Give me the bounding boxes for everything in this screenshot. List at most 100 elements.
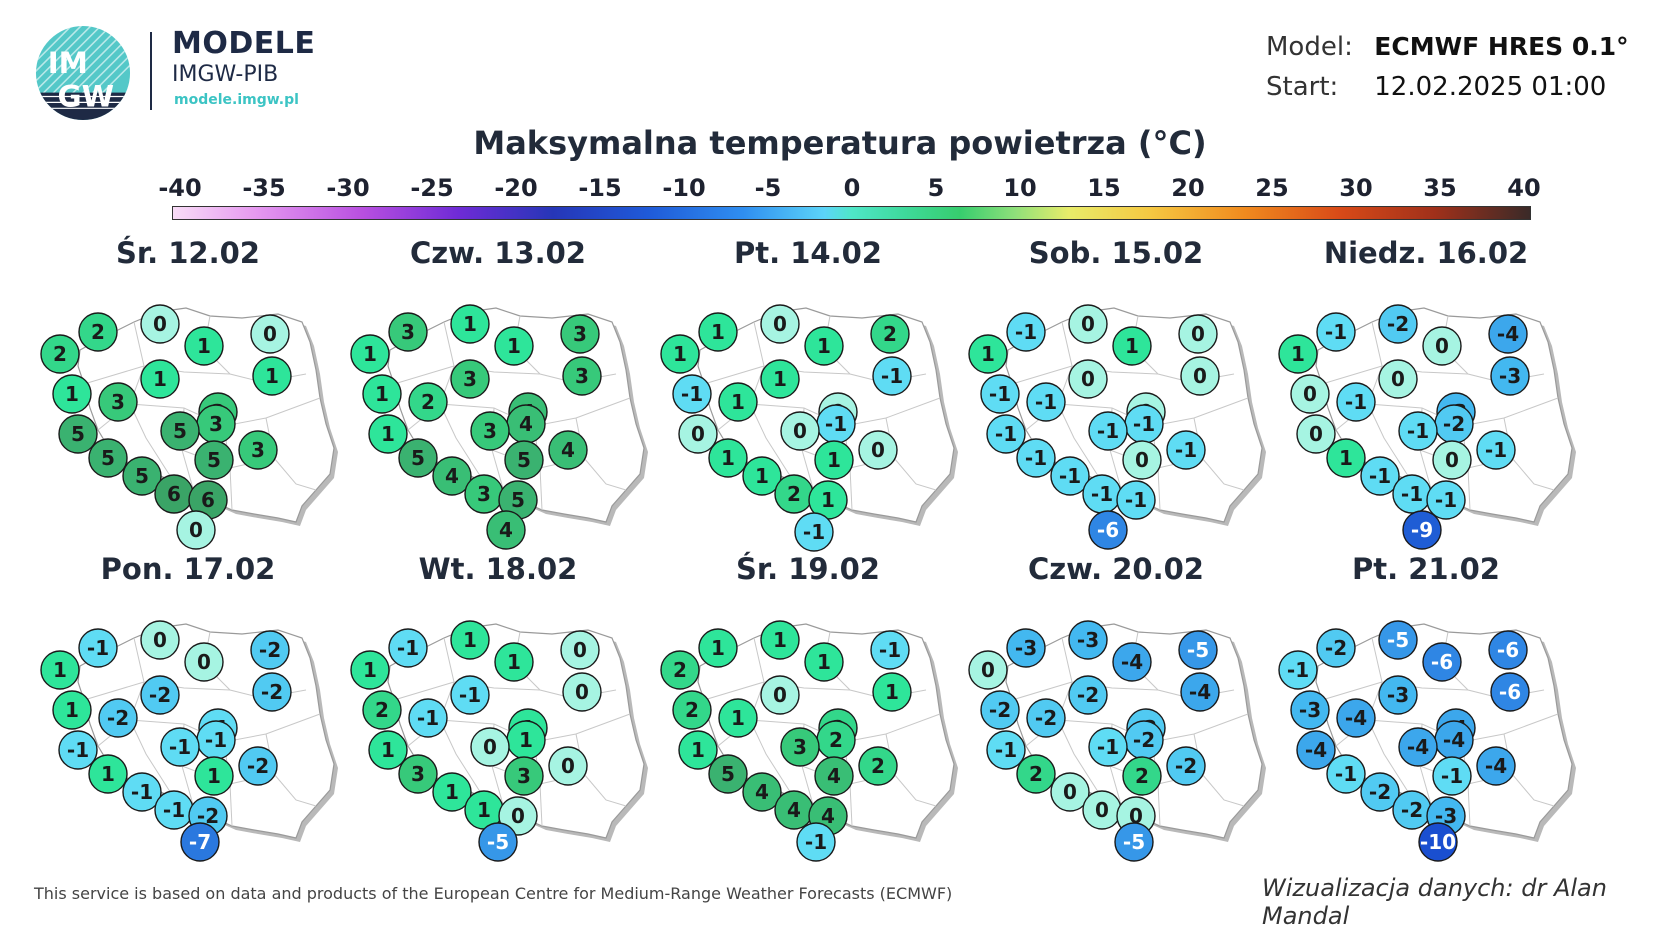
temperature-circle	[368, 414, 408, 454]
temperature-circle	[88, 438, 128, 478]
temperature-value: 0	[773, 312, 787, 336]
temperature-circle	[1068, 304, 1108, 344]
temperature-value: 2	[685, 698, 699, 722]
temperature-marker: -5	[1178, 630, 1218, 670]
temperature-marker: -3	[1006, 628, 1046, 668]
temperature-marker: 1	[368, 414, 408, 454]
temperature-circle	[1398, 411, 1438, 451]
temperature-value: -1	[995, 738, 1017, 762]
temperature-marker: 0	[548, 746, 588, 786]
region-border	[393, 681, 455, 701]
temperature-circle	[1180, 672, 1220, 712]
temperature-value: -2	[1175, 754, 1197, 778]
temperature-circle	[1050, 772, 1090, 812]
temperature-value: 0	[189, 518, 203, 542]
temperature-marker: 1	[742, 456, 782, 496]
temperature-value: 3	[411, 762, 425, 786]
temperature-marker: 2	[672, 690, 712, 730]
temperature-circle	[98, 382, 138, 422]
temperature-marker: 1	[252, 356, 292, 396]
temperature-value: 1	[1339, 446, 1353, 470]
temperature-value: 2	[421, 390, 435, 414]
temperature-value: 1	[691, 738, 705, 762]
temperature-marker: 0	[1378, 359, 1418, 399]
temperature-value: -2	[1443, 412, 1465, 436]
temperature-value: -2	[1401, 798, 1423, 822]
temperature-value: -5	[1123, 830, 1145, 854]
temperature-circle	[478, 822, 518, 862]
temperature-marker: 0	[1068, 304, 1108, 344]
temperature-circle	[1112, 642, 1152, 682]
temperature-marker: 0	[470, 727, 510, 767]
temperature-value: -9	[1411, 518, 1433, 542]
temperature-circle	[980, 374, 1020, 414]
temperature-value: 1	[207, 764, 221, 788]
temperature-circle	[1116, 480, 1156, 520]
day-label: Pon. 17.02	[100, 552, 276, 586]
temperature-value: 4	[519, 412, 533, 436]
scale-label: -35	[242, 174, 286, 202]
temperature-circle	[470, 727, 510, 767]
temperature-circle	[1122, 440, 1162, 480]
temperature-marker: 0	[858, 430, 898, 470]
temperature-marker: -1	[1116, 480, 1156, 520]
temperature-value: 5	[721, 762, 735, 786]
temperature-marker: -9	[1402, 510, 1442, 550]
temperature-circle	[672, 374, 712, 414]
temperature-marker: -1	[1026, 382, 1066, 422]
temperature-value: 1	[1291, 342, 1305, 366]
temperature-circle	[1180, 356, 1220, 396]
temperature-circle	[1378, 675, 1418, 715]
temperature-value: 1	[711, 636, 725, 660]
temperature-circle	[58, 730, 98, 770]
temperature-circle	[548, 746, 588, 786]
temperature-value: -2	[1133, 728, 1155, 752]
temperature-circle	[450, 675, 490, 715]
temperature-value: -5	[1187, 638, 1209, 662]
temperature-value: 0	[153, 628, 167, 652]
temperature-value: 4	[499, 518, 513, 542]
temperature-circle	[450, 304, 490, 344]
temperature-circle	[176, 510, 216, 550]
temperature-value: 1	[885, 680, 899, 704]
brand-url-link[interactable]: modele.imgw.pl	[174, 92, 299, 108]
temperature-marker: -1	[388, 628, 428, 668]
temperature-value: 2	[1029, 762, 1043, 786]
temperature-value: 1	[519, 728, 533, 752]
temperature-circle	[1316, 312, 1356, 352]
temperature-circle	[388, 628, 428, 668]
temperature-circle	[1378, 620, 1418, 660]
temperature-circle	[98, 698, 138, 738]
brand-subtitle: IMGW-PIB	[172, 62, 279, 87]
temperature-circle	[398, 438, 438, 478]
temperature-circle	[560, 630, 600, 670]
temperature-circle	[1378, 304, 1418, 344]
temperature-circle	[672, 690, 712, 730]
temperature-value: 0	[561, 754, 575, 778]
temperature-value: -2	[1325, 636, 1347, 660]
temperature-value: 0	[573, 638, 587, 662]
temperature-value: -2	[259, 638, 281, 662]
temperature-value: -3	[1077, 628, 1099, 652]
temperature-circle	[760, 359, 800, 399]
temperature-marker: -1	[1006, 312, 1046, 352]
scale-label: -25	[410, 174, 454, 202]
scale-label: -10	[662, 174, 706, 202]
temperature-value: 2	[91, 320, 105, 344]
temperature-value: 6	[167, 482, 181, 506]
temperature-marker: 2	[362, 690, 402, 730]
temperature-circle	[1326, 754, 1366, 794]
temperature-marker: 0	[1290, 374, 1330, 414]
temperature-marker: -2	[980, 690, 1020, 730]
temperature-marker: -1	[1316, 312, 1356, 352]
temperature-marker: -2	[98, 698, 138, 738]
temperature-circle	[1178, 630, 1218, 670]
temperature-marker: 4	[432, 456, 472, 496]
temperature-value: -2	[1369, 780, 1391, 804]
temperature-marker: -6	[1488, 630, 1528, 670]
temperature-value: -1	[879, 638, 901, 662]
temperature-circle	[450, 620, 490, 660]
temperature-circle	[794, 512, 834, 552]
temperature-value: 0	[197, 650, 211, 674]
temperature-marker: -1	[1426, 480, 1466, 520]
